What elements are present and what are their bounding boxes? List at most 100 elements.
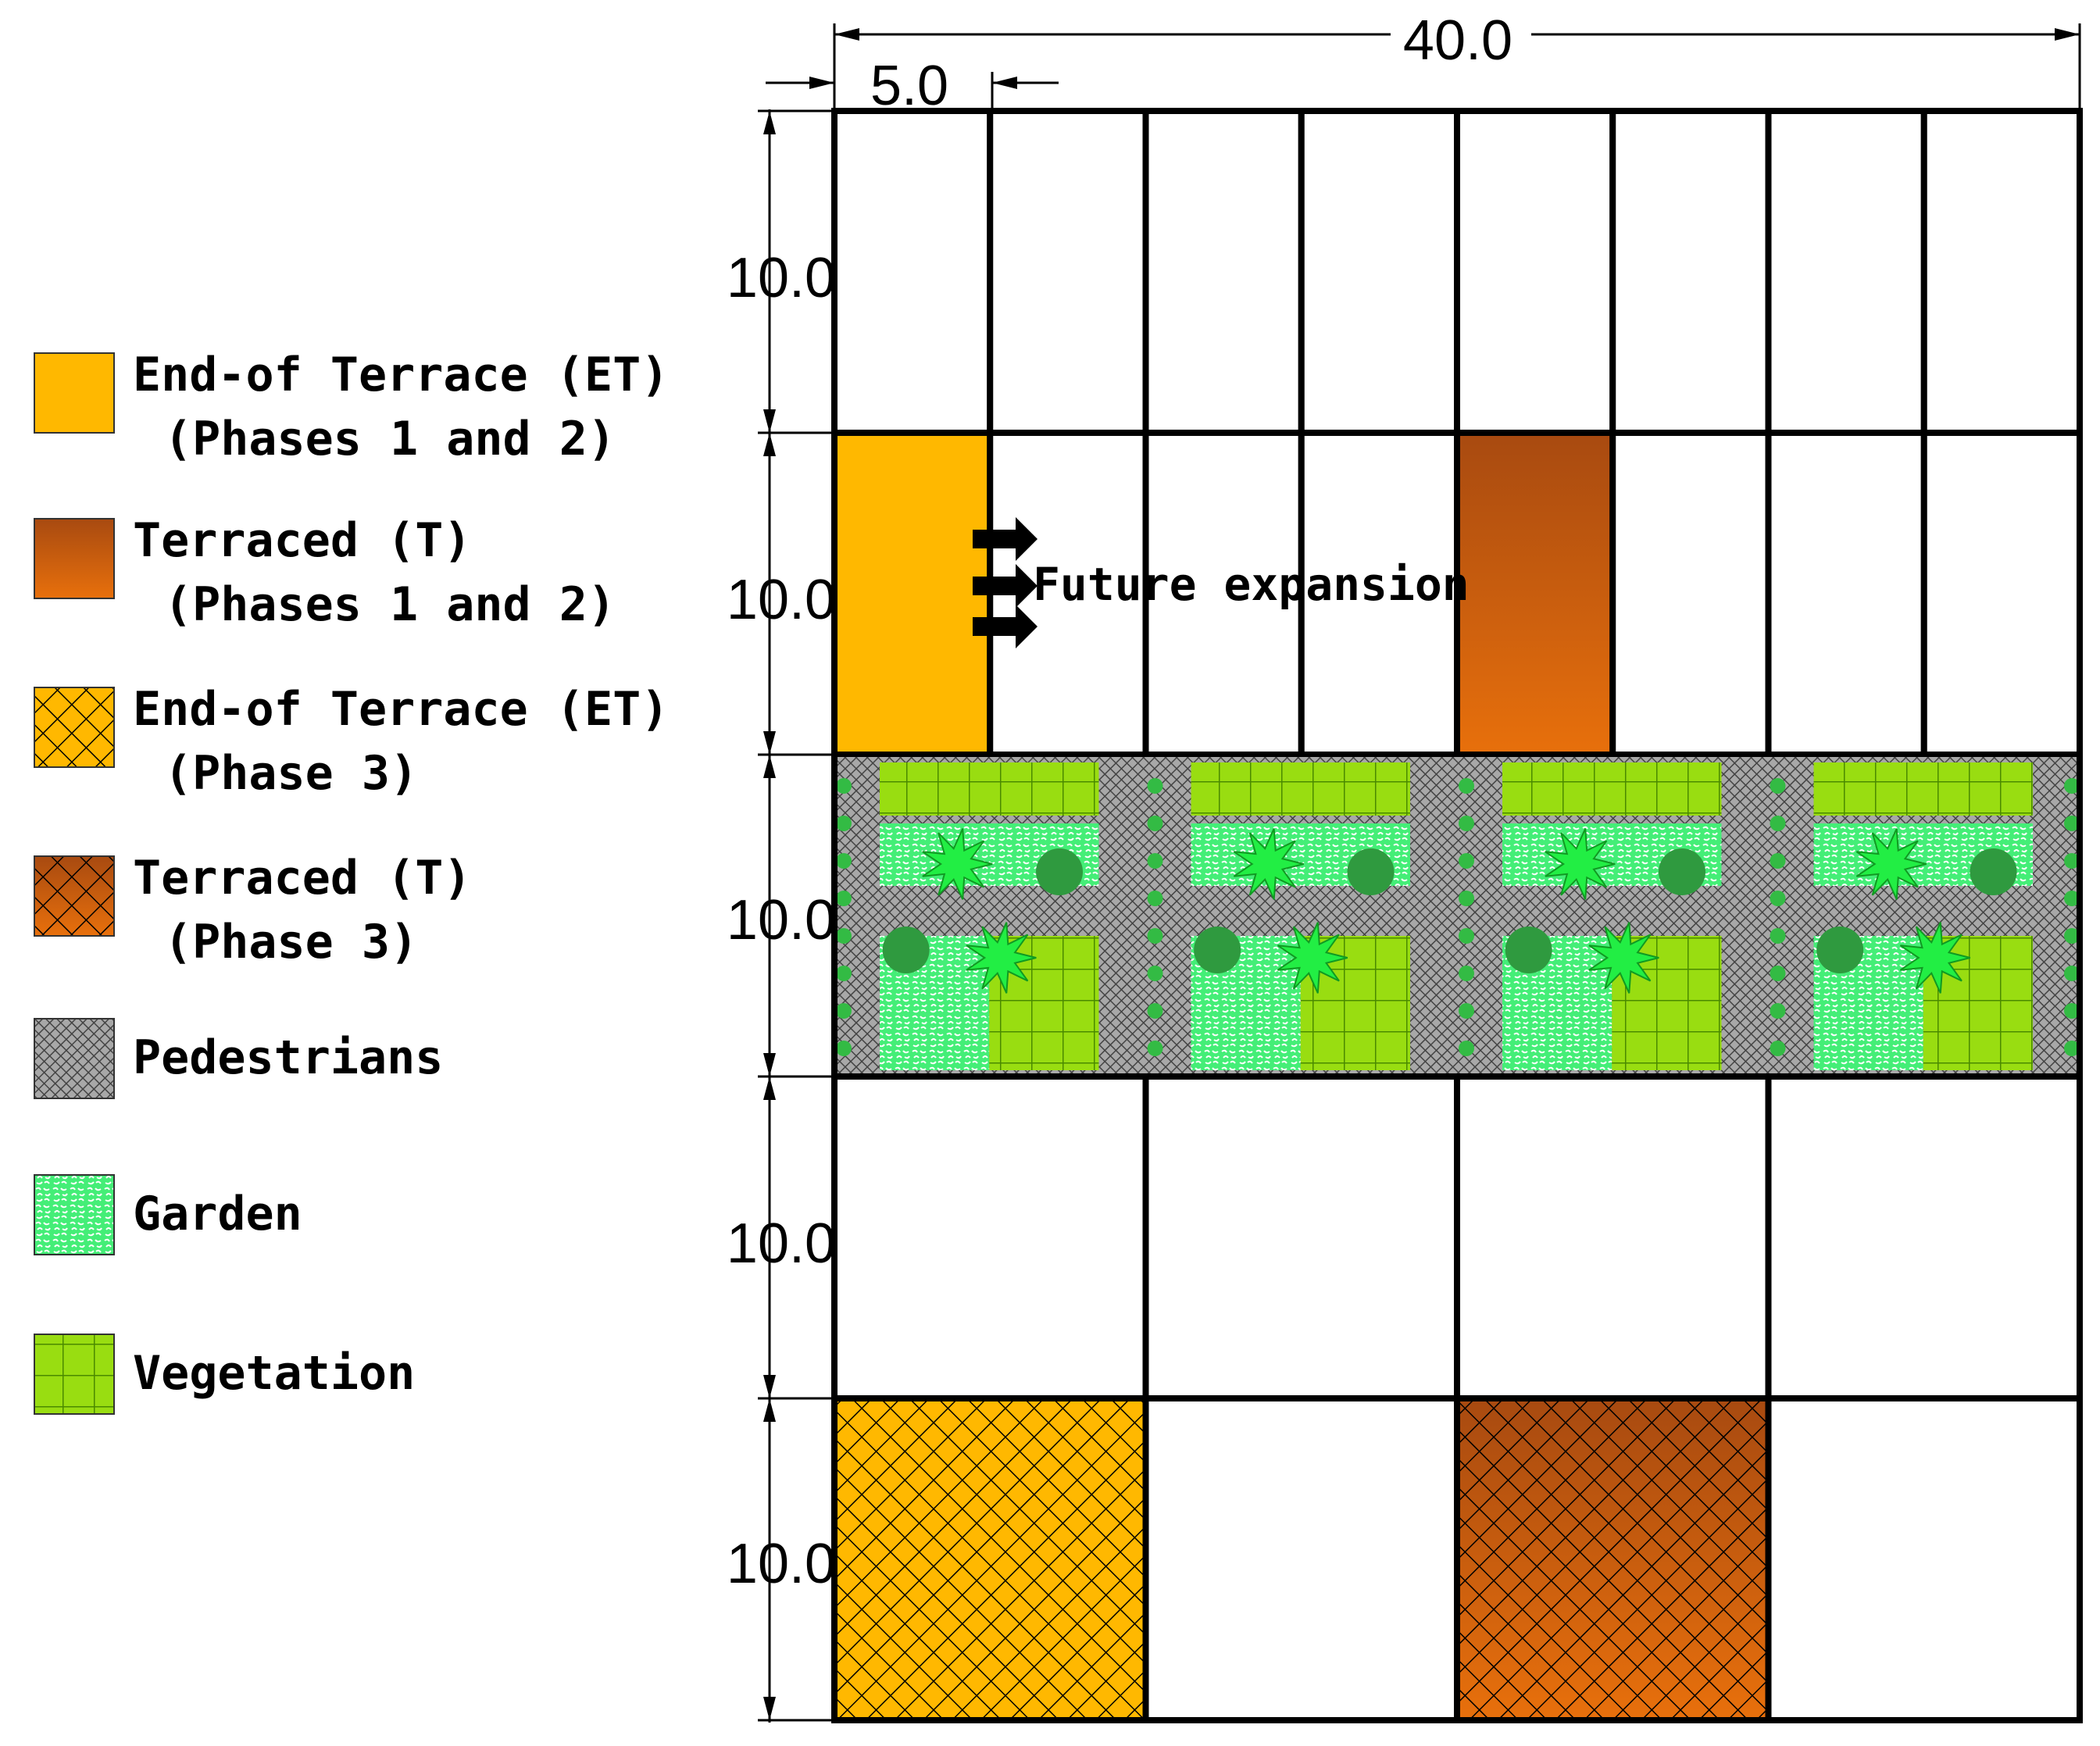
hedge-dot-icon: [836, 816, 852, 831]
dim-arrow-icon: [763, 1398, 776, 1422]
hedge-dot-icon: [1147, 891, 1163, 906]
legend-item: End-of Terrace (ET) (Phases 1 and 2): [34, 348, 669, 466]
legend-label: End-of Terrace (ET): [133, 682, 669, 737]
tree-icon: [1347, 848, 1395, 895]
site-plan: [831, 108, 2083, 1723]
shrub-icon: [1277, 922, 1348, 994]
hedge-dot-icon: [836, 928, 852, 944]
expansion-arrow-icon: [973, 517, 1038, 561]
dim-arrow-icon: [763, 409, 776, 433]
hedge-dot-icon: [1459, 853, 1474, 869]
row2-height-label: 10.0: [727, 569, 836, 631]
legend-item: Terraced (T) (Phases 1 and 2): [34, 513, 616, 632]
plan-border: [831, 108, 2083, 1723]
unit-width-label: 5.0: [870, 55, 948, 117]
dim-arrow-icon: [763, 433, 776, 456]
dimensions: 40.0 5.0 10.0 10.0 10.0 10.0 10.0: [727, 9, 2081, 1723]
hedge-dot-icon: [2064, 778, 2080, 794]
empty-plot: [1765, 1073, 2083, 1401]
dim-arrow-icon: [763, 1077, 776, 1100]
empty-plot: [1920, 430, 2083, 758]
empty-plot: [1298, 108, 1460, 436]
shrub-icon: [1855, 828, 1927, 900]
tree-icon: [1970, 848, 2017, 895]
hedge-dot-icon: [1147, 778, 1163, 794]
hedge-dot-icon: [1770, 1003, 1786, 1019]
row5-height-label: 10.0: [727, 1533, 836, 1595]
dim-arrow-icon: [763, 1053, 776, 1077]
legend-item: Pedestrians: [34, 1018, 443, 1099]
hedge-dot-icon: [1770, 853, 1786, 869]
expansion-arrow-icon: [973, 605, 1038, 648]
legend-item: Terraced (T) (Phase 3): [34, 851, 471, 969]
legend-item: Garden: [34, 1174, 302, 1255]
hedge-dot-icon: [1459, 1041, 1474, 1056]
hedge-dot-icon: [1459, 966, 1474, 981]
tree-icon: [1505, 927, 1552, 973]
legend-sublabel: (Phases 1 and 2): [164, 412, 616, 466]
dim-arrow-icon: [763, 731, 776, 755]
hedge-dot-icon: [1147, 853, 1163, 869]
hedge-dot-icon: [836, 1041, 852, 1056]
hedge-dot-icon: [1459, 778, 1474, 794]
garden-swatch-icon: [34, 1174, 115, 1255]
dim-arrow-icon: [763, 1697, 776, 1720]
tree-icon: [1816, 927, 1864, 973]
dim-arrow-right-icon: [2055, 28, 2080, 41]
courtyard-block: [1459, 762, 1722, 1070]
courtyard-block: [836, 762, 1099, 1070]
legend-item: End-of Terrace (ET) (Phase 3): [34, 682, 669, 801]
end-terrace-solid-swatch-icon: [34, 352, 115, 434]
hedge-dot-icon: [1459, 1003, 1474, 1019]
dim-arrow-icon: [809, 77, 834, 89]
tree-icon: [882, 927, 930, 973]
legend-label: Terraced (T): [133, 513, 471, 568]
terraced-solid-swatch-icon: [34, 518, 115, 599]
hedge-dot-icon: [836, 966, 852, 981]
vegetation-strip: [880, 762, 1099, 816]
dim-arrow-icon: [763, 1375, 776, 1398]
hedge-dot-icon: [2064, 816, 2080, 831]
hedge-dot-icon: [1770, 966, 1786, 981]
empty-plot: [1454, 1073, 1772, 1401]
row4-height-label: 10.0: [727, 1212, 836, 1275]
legend-label: Garden: [133, 1187, 302, 1241]
legend-label: Terraced (T): [133, 851, 471, 905]
hedge-dot-icon: [1459, 816, 1474, 831]
courtyard-block: [1147, 762, 1410, 1070]
hedge-dot-icon: [1147, 928, 1163, 944]
total-width-label: 40.0: [1403, 9, 1512, 72]
empty-plot: [1920, 108, 2083, 436]
hedge-dot-icon: [1147, 966, 1163, 981]
dim-arrow-icon: [763, 111, 776, 134]
empty-plot: [987, 108, 1149, 436]
hedge-dot-icon: [2064, 853, 2080, 869]
dim-arrow-icon: [763, 755, 776, 778]
empty-plot: [831, 108, 994, 436]
hedge-dot-icon: [1147, 1003, 1163, 1019]
vegetation-swatch-icon: [34, 1334, 115, 1415]
dim-arrow-icon: [992, 77, 1017, 89]
shrub-icon: [1588, 922, 1659, 994]
hedge-dot-icon: [2064, 1041, 2080, 1056]
empty-plot: [1142, 1395, 1460, 1723]
plan-row-4: [831, 1073, 2083, 1401]
hedge-dot-icon: [1770, 928, 1786, 944]
hedge-dot-icon: [1147, 816, 1163, 831]
shrub-icon: [966, 922, 1037, 994]
hedge-dot-icon: [1770, 816, 1786, 831]
empty-plot: [831, 1073, 1149, 1401]
legend-sublabel: (Phase 3): [164, 915, 418, 969]
plan-row-1: [831, 108, 2083, 436]
empty-plot: [1142, 108, 1305, 436]
plan-row-2: [831, 430, 2083, 758]
row3-height-label: 10.0: [727, 889, 836, 952]
future-expansion-label: Future expansion: [1033, 558, 1470, 611]
hedge-dot-icon: [2064, 891, 2080, 906]
legend: End-of Terrace (ET)(Phases 1 and 2)Terra…: [34, 348, 669, 1415]
hedge-dot-icon: [836, 853, 852, 869]
hedge-dot-icon: [1147, 1041, 1163, 1056]
plan-row-5: [831, 1395, 2083, 1723]
hedge-dot-icon: [1459, 891, 1474, 906]
vegetation-strip: [1191, 762, 1410, 816]
